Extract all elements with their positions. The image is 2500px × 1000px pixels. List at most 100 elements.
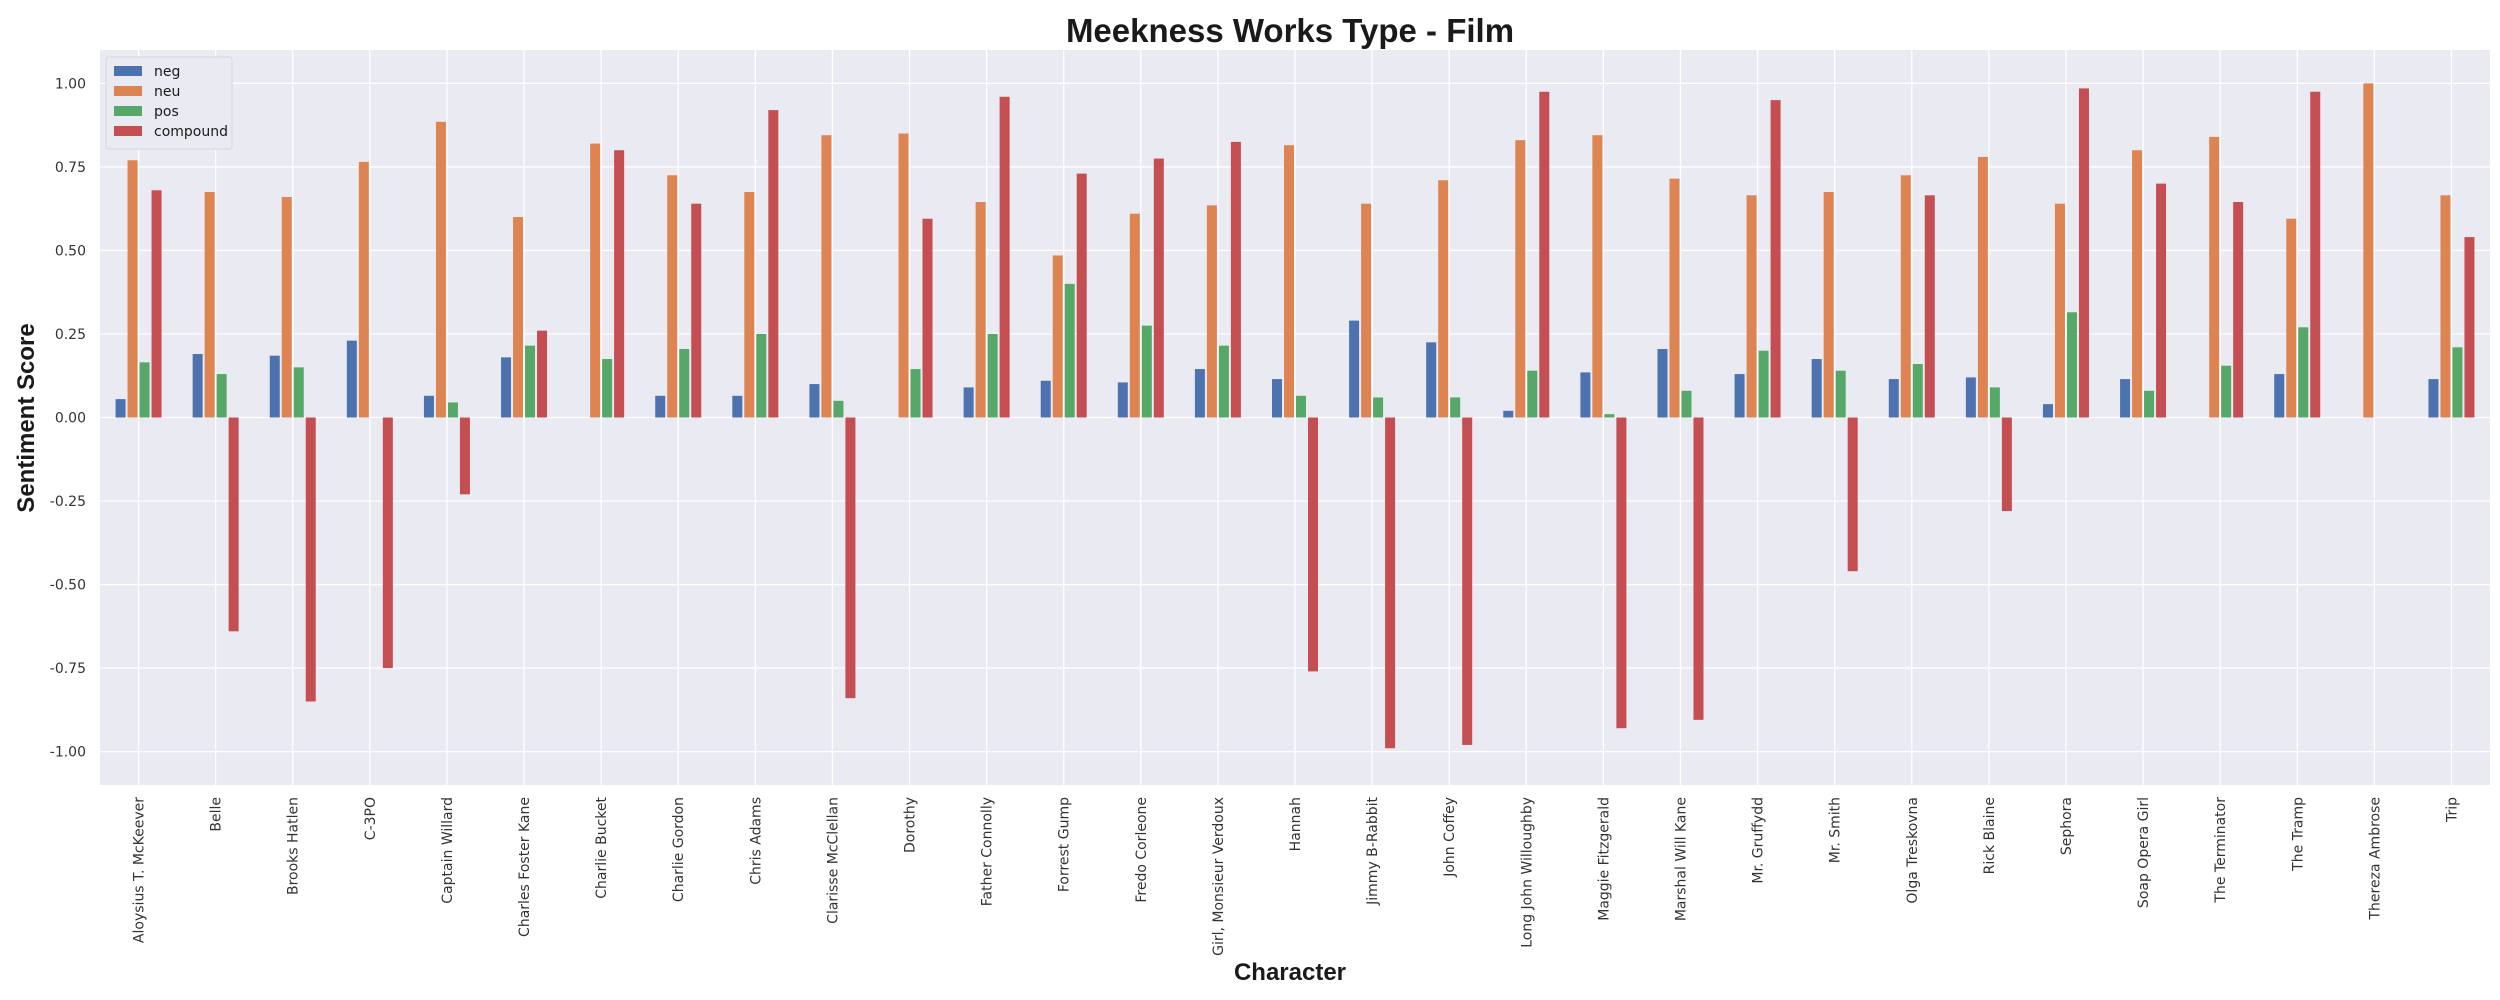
x-tick-label: C-3PO xyxy=(363,797,379,840)
y-tick-label: 1.00 xyxy=(55,76,86,92)
bar-neu xyxy=(667,175,678,418)
bar-compound xyxy=(691,203,702,418)
bar-compound xyxy=(922,218,933,418)
bar-compound xyxy=(2078,88,2089,418)
bar-pos xyxy=(2144,390,2155,418)
bar-compound xyxy=(1770,100,1781,418)
bar-neu xyxy=(744,191,755,418)
bar-pos xyxy=(1450,397,1461,418)
bar-neg xyxy=(423,395,434,418)
x-tick-label: Charlie Bucket xyxy=(594,796,610,898)
x-tick-label: Dorothy xyxy=(903,797,919,853)
bar-neu xyxy=(590,143,601,418)
bar-pos xyxy=(1064,283,1075,418)
bar-compound xyxy=(459,417,470,495)
bar-neg xyxy=(2274,374,2285,418)
bar-compound xyxy=(305,417,316,702)
bars xyxy=(115,83,2475,749)
x-tick-label: The Tramp xyxy=(2290,797,2306,872)
bar-neg xyxy=(732,395,743,418)
legend-label-compound: compound xyxy=(154,124,228,140)
y-axis-label: Sentiment Score xyxy=(13,323,40,512)
x-tick-label: Captain Willard xyxy=(440,797,456,904)
bar-neu xyxy=(821,135,832,418)
bar-pos xyxy=(293,367,304,418)
bar-neu xyxy=(281,197,292,418)
y-tick-label: 0.75 xyxy=(55,160,86,176)
bar-neg xyxy=(809,384,820,418)
x-tick-label: Soap Opera Girl xyxy=(2136,797,2152,908)
bar-pos xyxy=(833,400,844,418)
y-tick-label: -0.25 xyxy=(50,494,86,510)
bar-neg xyxy=(1117,382,1128,418)
bar-pos xyxy=(1835,370,1846,418)
bar-pos xyxy=(1604,414,1615,418)
x-tick-label: John Coffey xyxy=(1442,797,1458,878)
bar-neg xyxy=(501,357,512,418)
grid xyxy=(100,50,2490,785)
bar-compound xyxy=(768,110,779,418)
bar-neu xyxy=(1823,191,1834,418)
bar-neg xyxy=(963,387,974,418)
bar-neu xyxy=(1515,140,1526,418)
bar-compound xyxy=(2464,237,2475,418)
bar-pos xyxy=(756,333,767,418)
y-tick-label: -0.75 xyxy=(50,661,86,677)
bar-compound xyxy=(1385,417,1396,749)
bar-neu xyxy=(1746,195,1757,418)
bar-neu xyxy=(2440,195,2451,418)
y-tick-label: -1.00 xyxy=(50,745,86,761)
bar-neu xyxy=(898,133,909,418)
bar-compound xyxy=(382,417,393,669)
bar-neu xyxy=(2132,150,2143,418)
bar-neg xyxy=(1888,379,1899,418)
bar-neu xyxy=(1206,205,1217,418)
y-tick-label: 0.25 xyxy=(55,327,86,343)
bar-compound xyxy=(1847,417,1858,572)
x-tick-label: Clarisse McClellan xyxy=(825,797,841,924)
bar-neu xyxy=(1361,203,1372,418)
bar-pos xyxy=(1758,350,1769,418)
bar-neg xyxy=(1503,410,1514,418)
bar-pos xyxy=(1681,390,1692,418)
y-tick-label: 0.50 xyxy=(55,243,86,259)
x-tick-label: Belle xyxy=(209,797,225,832)
bar-compound xyxy=(1308,417,1318,672)
bar-neu xyxy=(358,161,369,418)
bar-pos xyxy=(447,402,458,418)
bar-neu xyxy=(2054,203,2065,418)
bar-compound xyxy=(2310,91,2321,418)
bar-neg xyxy=(2428,379,2439,418)
bar-neg xyxy=(1734,374,1745,418)
bar-neu xyxy=(435,121,446,418)
bar-neg xyxy=(1580,372,1591,418)
bar-neg xyxy=(1811,359,1822,418)
bar-pos xyxy=(1141,325,1152,418)
bar-pos xyxy=(1373,397,1384,418)
bar-pos xyxy=(1527,370,1538,418)
x-tick-label: Thereza Ambrose xyxy=(2367,797,2383,921)
bar-neu xyxy=(1669,178,1680,418)
legend-swatch-pos xyxy=(114,106,142,116)
x-axis-ticks: Aloysius T. McKeever Belle Brooks Hatlen C-… xyxy=(132,796,2461,955)
bar-neu xyxy=(2286,218,2297,418)
bar-neg xyxy=(1272,379,1282,418)
bar-pos xyxy=(2066,312,2077,418)
legend-label-neg: neg xyxy=(154,64,180,80)
bar-neu xyxy=(2363,83,2374,418)
bar-neu xyxy=(204,191,215,418)
bar-pos xyxy=(1989,387,2000,418)
bar-neg xyxy=(2042,404,2053,418)
bar-compound xyxy=(1462,417,1473,745)
x-tick-label: Sephora xyxy=(2059,797,2075,855)
legend-swatch-neg xyxy=(114,66,142,76)
bar-pos xyxy=(525,345,536,418)
bar-compound xyxy=(2001,417,2012,512)
legend-label-pos: pos xyxy=(154,104,179,120)
y-tick-label: -0.50 xyxy=(50,578,86,594)
bar-neg xyxy=(2120,379,2131,418)
x-axis-label: Character xyxy=(1234,959,1346,986)
bar-compound xyxy=(614,150,625,418)
bar-pos xyxy=(2298,327,2309,418)
